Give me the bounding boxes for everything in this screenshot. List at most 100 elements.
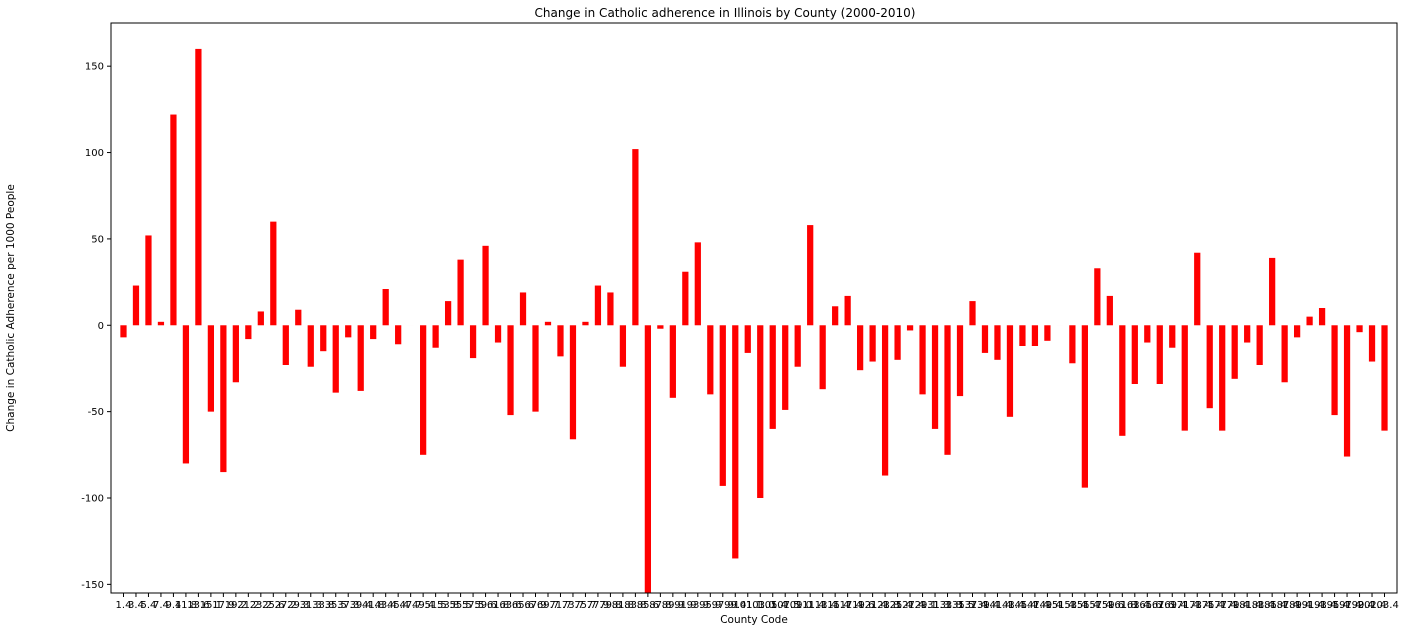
bar-95.9 [707,325,714,395]
y-tick-label: 100 [85,148,104,159]
x-tick-label: 87.8 [649,600,671,611]
bar-87.8 [657,325,664,329]
bar-9.4 [170,114,177,326]
bar-63.6 [507,325,514,416]
bar-163.4 [1131,325,1138,384]
x-tick-label: 57.5 [462,600,484,611]
x-tick-label: 197.4 [1333,600,1362,611]
x-tick-label: 99.4 [724,600,746,611]
bar-131.3 [931,325,939,429]
x-tick-label: 167.6 [1145,600,1174,611]
bar-167.6 [1156,325,1163,384]
x-tick-label: 193.4 [1308,600,1337,611]
x-tick-label: 97.9 [712,600,734,611]
x-tick-label: 35.5 [325,600,347,611]
bar-149.4 [1044,325,1051,341]
bar-91.9 [682,271,689,326]
bar-139.4 [981,325,989,353]
x-tick-label: 69.7 [537,600,559,611]
bar-57.5 [469,325,477,359]
x-tick-label: 121.4 [858,600,887,611]
x-tick-label: 201.4 [1358,600,1387,611]
y-axis-title: Change in Catholic Adherence per 1000 Pe… [5,184,17,432]
x-tick-label: 169.4 [1158,600,1187,611]
x-tick-label: 135.5 [946,600,975,611]
bar-35.5 [332,325,339,393]
bar-33.8 [320,325,327,352]
x-tick-label: 51.5 [424,600,446,611]
bar-17.9 [220,325,227,473]
bar-147.4 [1031,325,1039,346]
plot-frame [110,22,1398,594]
bar-127.4 [906,325,914,331]
x-tick-label: 19.2 [225,600,247,611]
x-tick-label: 199.4 [1345,600,1374,611]
bar-101.1 [744,325,751,353]
x-tick-label: 181.4 [1233,600,1262,611]
x-tick-label: 11.8 [175,600,197,611]
y-tick-label: 0 [98,321,104,332]
bar-155.4 [1081,325,1088,488]
x-tick-label: 163.4 [1120,600,1149,611]
x-tick-label: 91.9 [674,600,696,611]
x-tick-label: 29.3 [287,600,309,611]
bar-123.8 [881,325,889,476]
x-tick-label: 131.3 [921,600,950,611]
bar-79.8 [607,292,614,326]
bar-61.8 [494,325,502,343]
y-tick-label: -150 [81,580,104,591]
bar-189.4 [1293,325,1301,338]
bar-183.4 [1256,325,1263,365]
x-tick-label: 85.6 [637,600,659,611]
x-tick-label: 21.2 [237,600,259,611]
x-tick-label: 45.4 [387,600,409,611]
x-tick-label: 61.8 [487,600,509,611]
x-tick-label: 93.9 [687,600,709,611]
bar-173.4 [1194,252,1201,326]
bar-175.4 [1206,325,1213,409]
bar-133.8 [944,325,951,455]
bar-19.2 [232,325,239,383]
bar-13.6 [195,48,202,326]
bar-137.4 [969,301,976,326]
x-tick-label: 179.4 [1220,600,1249,611]
x-tick-label: 123.8 [871,600,900,611]
x-tick-label: 117.4 [833,600,862,611]
bar-195.4 [1331,325,1338,416]
bar-203.4 [1381,325,1388,431]
x-tick-label: 137.4 [958,600,987,611]
bar-191.4 [1306,316,1313,326]
bar-21.2 [245,325,252,340]
x-tick-label: 79.8 [599,600,621,611]
y-tick-label: 150 [85,62,104,73]
x-tick-label: 133.8 [933,600,962,611]
x-tick-label: 23.2 [250,600,272,611]
bar-109.0 [794,325,801,367]
x-tick-label: 15.1 [200,600,222,611]
bar-179.4 [1231,325,1238,379]
x-tick-label: 65.6 [512,600,534,611]
x-tick-label: 41.8 [362,600,384,611]
x-tick-label: 63.6 [499,600,521,611]
bar-145.4 [1019,325,1026,346]
bar-15.1 [207,325,215,412]
bar-165.6 [1144,325,1151,343]
bar-201.4 [1368,325,1376,362]
bar-11.8 [182,325,190,464]
x-tick-label: 101.1 [733,600,762,611]
x-tick-label: 155.4 [1071,600,1100,611]
bar-193.4 [1318,308,1326,326]
bar-99.4 [732,325,739,559]
bar-31.3 [307,325,314,367]
bars-group [120,48,1388,593]
x-tick-label: 43.4 [375,600,397,611]
x-tick-label: 89.9 [662,600,684,611]
bar-153.4 [1069,325,1076,364]
x-tick-label: 177.4 [1208,600,1237,611]
bar-59.6 [482,245,489,326]
bar-157.4 [1094,268,1101,326]
bar-53.8 [444,301,452,326]
bar-105.4 [769,325,776,429]
bar-103.0 [757,325,764,498]
